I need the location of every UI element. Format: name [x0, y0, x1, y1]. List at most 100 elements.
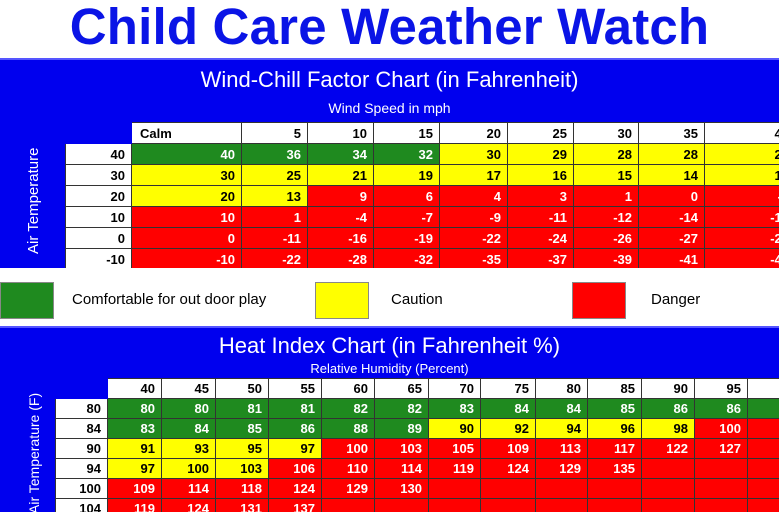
heat_index-value-cell: 81	[268, 398, 322, 419]
wind_chill-value-cell: -43	[704, 248, 779, 268]
table-row: 100 109 114 118 124 129 130	[55, 478, 779, 499]
heat_index-value-cell: 96	[587, 418, 642, 439]
heat_index-corner-cell	[55, 378, 108, 399]
heat_index-value-cell: 87	[747, 398, 779, 419]
wind_chill-value-cell: 30	[131, 164, 242, 186]
wind_chill-value-cell: 15	[573, 164, 639, 186]
heat_index-value-cell: 98	[641, 418, 695, 439]
wind_chill-column-header: 35	[638, 122, 705, 144]
table-row: 848384858688899092949698100103	[55, 418, 779, 439]
heat_index-value-cell: 119	[428, 458, 481, 479]
wind-chill-axis-label: Air Temperature	[25, 147, 42, 254]
heat-index-title: Heat Index Chart (in Fahrenheit %)	[218, 333, 561, 358]
heat_index-value-cell: 94	[535, 418, 588, 439]
wind_chill-column-header: 10	[307, 122, 374, 144]
heat_index-value-cell: 135	[587, 458, 642, 479]
wind_chill-value-cell: 30	[439, 143, 508, 165]
heat_index-column-header: 45	[161, 378, 216, 399]
heat_index-row-label: 94	[55, 458, 108, 479]
wind_chill-column-header: 5	[241, 122, 308, 144]
heat_index-value-cell	[747, 498, 779, 512]
heat_index-value-cell: 83	[107, 418, 162, 439]
wind_chill-corner-cell	[65, 122, 132, 144]
heat_index-value-cell	[747, 458, 779, 479]
heat_index-value-cell: 89	[374, 418, 429, 439]
heat_index-value-cell: 88	[321, 418, 375, 439]
wind_chill-column-header: Calm	[131, 122, 242, 144]
heat_index-value-cell: 110	[321, 458, 375, 479]
legend-comfortable: Comfortable for out door play	[72, 291, 267, 308]
wind_chill-value-cell: 3	[507, 185, 574, 207]
heat_index-value-cell: 129	[321, 478, 375, 499]
heat_index-value-cell: 130	[374, 478, 429, 499]
wind_chill-value-cell: -35	[439, 248, 508, 268]
wind_chill-value-cell: 29	[507, 143, 574, 165]
heat_index-column-header: 95	[694, 378, 748, 399]
wind_chill-row-label: 0	[65, 227, 132, 249]
caution-swatch	[315, 282, 369, 319]
heat_index-value-cell	[694, 458, 748, 479]
heat-index-subtitle: Relative Humidity (Percent)	[310, 361, 469, 376]
wind_chill-value-cell: -26	[573, 227, 639, 249]
wind_chill-row-label: 10	[65, 206, 132, 228]
wind_chill-value-cell: 13	[241, 185, 308, 207]
wind-chill-subtitle: Wind Speed in mph	[328, 100, 451, 116]
wind_chill-value-cell: 32	[373, 143, 440, 165]
wind_chill-value-cell: -16	[307, 227, 374, 249]
heat_index-value-cell	[480, 478, 536, 499]
wind_chill-row-label: 30	[65, 164, 132, 186]
wind_chill-value-cell: -22	[439, 227, 508, 249]
heat_index-value-cell: 97	[107, 458, 162, 479]
heat_index-column-header: 65	[374, 378, 429, 399]
heat_index-value-cell: 82	[374, 398, 429, 419]
table-row: 94 97 100 103 106 110 114 119 124 129 135	[55, 458, 779, 479]
heat_index-value-cell: 103	[374, 438, 429, 459]
heat_index-column-header: 80	[535, 378, 588, 399]
heat_index-value-cell	[694, 478, 748, 499]
wind_chill-value-cell: 0	[131, 227, 242, 249]
heat_index-value-cell: 81	[215, 398, 269, 419]
heat-index-table: 4045505560657075808590951008080808181828…	[55, 378, 779, 512]
heat_index-value-cell: 92	[480, 418, 536, 439]
heat_index-column-header: 75	[480, 378, 536, 399]
wind_chill-value-cell: 40	[131, 143, 242, 165]
wind_chill-value-cell: 20	[131, 185, 242, 207]
heat_index-value-cell: 129	[535, 458, 588, 479]
heat_index-value-cell: 103	[747, 418, 779, 439]
wind-chill-panel: Wind-Chill Factor Chart (in Fahrenheit) …	[0, 58, 779, 268]
wind_chill-value-cell: 17	[439, 164, 508, 186]
wind_chill-value-cell: -14	[638, 206, 705, 228]
heat_index-value-cell: 80	[161, 398, 216, 419]
wind_chill-value-cell: 28	[573, 143, 639, 165]
heat_index-value-cell: 124	[480, 458, 536, 479]
wind_chill-value-cell: 10	[131, 206, 242, 228]
table-row: 9091939597100103105109113117122127132	[55, 438, 779, 459]
heat_index-value-cell: 97	[268, 438, 322, 459]
table-row: 8080808181828283848485868687	[55, 398, 779, 419]
heat_index-value-cell: 127	[694, 438, 748, 459]
heat-index-axis-label: Air Temperature (F)	[26, 392, 42, 512]
wind_chill-value-cell: -12	[573, 206, 639, 228]
heat_index-value-cell	[480, 498, 536, 512]
heat_index-value-cell: 114	[161, 478, 216, 499]
table-row: -10-10-22-28-32-35-37-39-41-43	[65, 248, 779, 268]
heat_index-value-cell: 95	[215, 438, 269, 459]
heat_index-row-label: 104	[55, 498, 108, 512]
heat_index-value-cell: 85	[587, 398, 642, 419]
heat_index-value-cell: 109	[480, 438, 536, 459]
heat_index-value-cell: 132	[747, 438, 779, 459]
heat_index-value-cell	[535, 478, 588, 499]
heat_index-value-cell: 100	[321, 438, 375, 459]
table-row: 30302521191716151413	[65, 164, 779, 186]
heat_index-value-cell: 114	[374, 458, 429, 479]
legend: Comfortable for out door play Caution Da…	[0, 270, 779, 326]
heat_index-header-row: 404550556065707580859095100	[55, 378, 779, 399]
heat-index-panel: Heat Index Chart (in Fahrenheit %) Relat…	[0, 326, 779, 512]
wind_chill-column-header: 20	[439, 122, 508, 144]
comfortable-swatch	[0, 282, 54, 319]
heat_index-value-cell: 86	[268, 418, 322, 439]
wind_chill-value-cell: -27	[638, 227, 705, 249]
heat_index-value-cell	[747, 478, 779, 499]
wind_chill-value-cell: 34	[307, 143, 374, 165]
